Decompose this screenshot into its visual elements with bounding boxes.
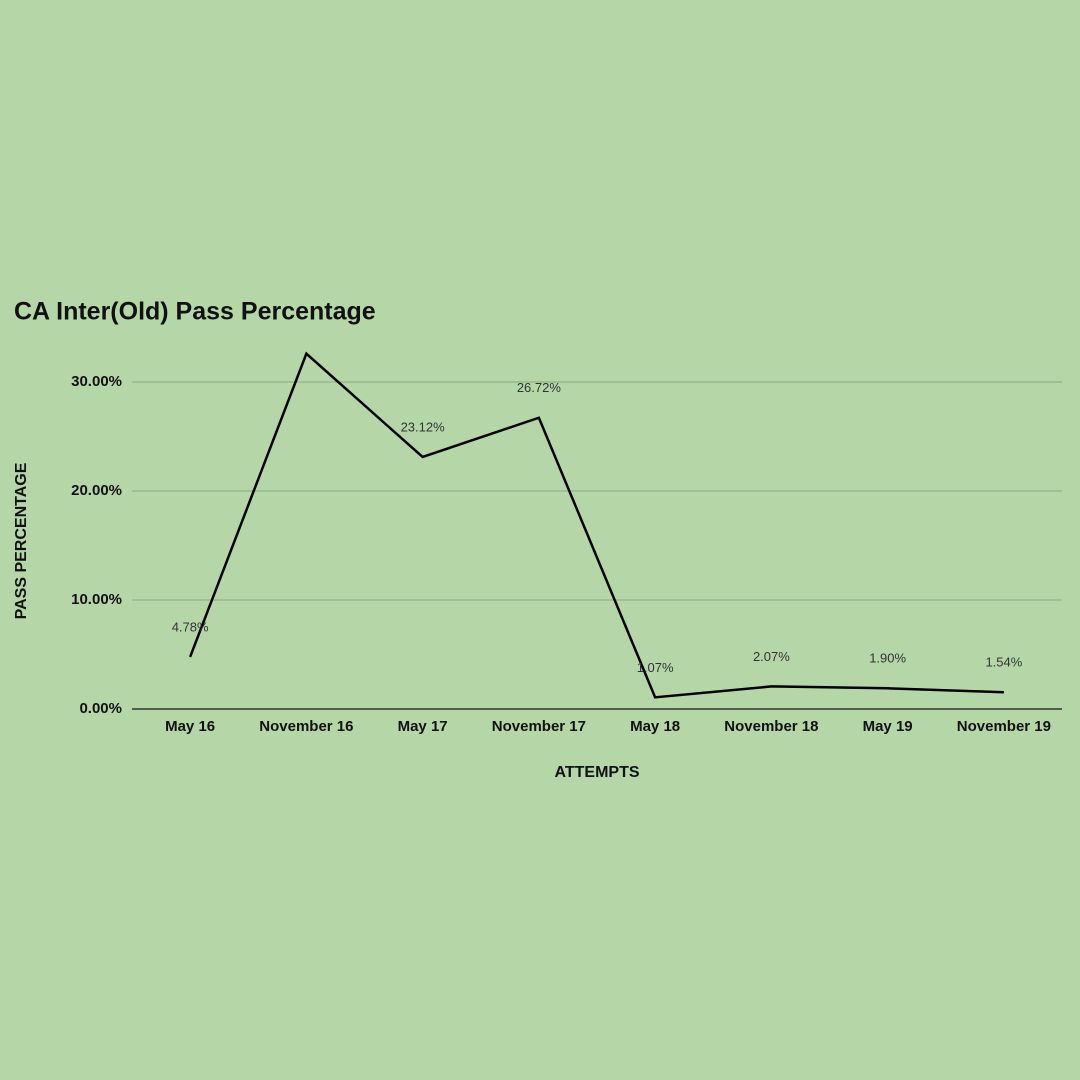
data-label: 23.12% — [401, 419, 446, 434]
data-label: 4.78% — [172, 619, 209, 634]
y-tick-label: 30.00% — [71, 373, 122, 390]
x-tick-label: November 17 — [492, 718, 586, 735]
x-tick-label: May 19 — [863, 718, 913, 735]
data-label: 1.90% — [869, 651, 906, 666]
x-tick-label: May 18 — [630, 718, 680, 735]
chart-title: CA Inter(Old) Pass Percentage — [14, 298, 376, 326]
x-tick-label: May 16 — [165, 718, 215, 735]
y-tick-label: 10.00% — [71, 591, 122, 608]
data-label: 26.72% — [517, 380, 562, 395]
data-label: 2.07% — [753, 649, 790, 664]
data-label: 1.07% — [637, 660, 674, 675]
line-series — [188, 351, 1004, 699]
x-tick-label: November 18 — [724, 718, 818, 735]
data-label: 1.54% — [985, 655, 1022, 670]
x-tick-label: May 17 — [398, 718, 448, 735]
y-tick-label: 20.00% — [71, 482, 122, 499]
y-tick-label: 0.00% — [79, 700, 122, 717]
x-tick-label: November 16 — [259, 718, 353, 735]
y-axis-label: PASS PERCENTAGE — [13, 462, 30, 619]
x-tick-label: November 19 — [957, 718, 1051, 735]
x-axis-label: ATTEMPTS — [554, 764, 639, 781]
